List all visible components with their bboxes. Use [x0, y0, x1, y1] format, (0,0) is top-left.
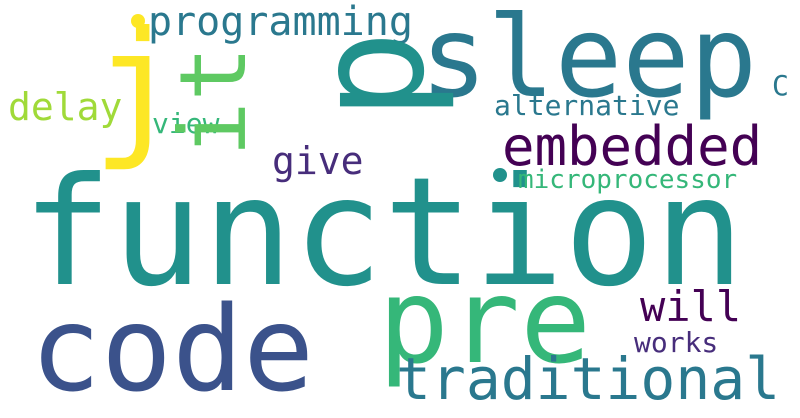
word-function: function [22, 146, 745, 320]
word-j: j [92, 0, 183, 174]
word-p: p [284, 30, 458, 121]
word-sleep: sleep [420, 0, 758, 123]
word-works: works [634, 326, 719, 359]
word-microprocessor: microprocessor [518, 165, 738, 195]
word-delay: delay [8, 85, 123, 129]
word-code: code [30, 280, 315, 418]
word-programming: programming [148, 0, 413, 45]
yellow-dot [131, 14, 145, 28]
word-pre: pre [378, 252, 592, 390]
word-embedded: embedded [502, 115, 763, 178]
word-cloud: function code sleep pre traditional embe… [8, 0, 789, 408]
word-c: C [772, 69, 789, 102]
word-alternative: alternative [494, 89, 680, 122]
teal-dot [493, 168, 507, 182]
word-traditional: traditional [396, 345, 781, 413]
word-view: view [152, 107, 220, 140]
word-give: give [272, 139, 364, 183]
word-will: will [640, 282, 742, 331]
